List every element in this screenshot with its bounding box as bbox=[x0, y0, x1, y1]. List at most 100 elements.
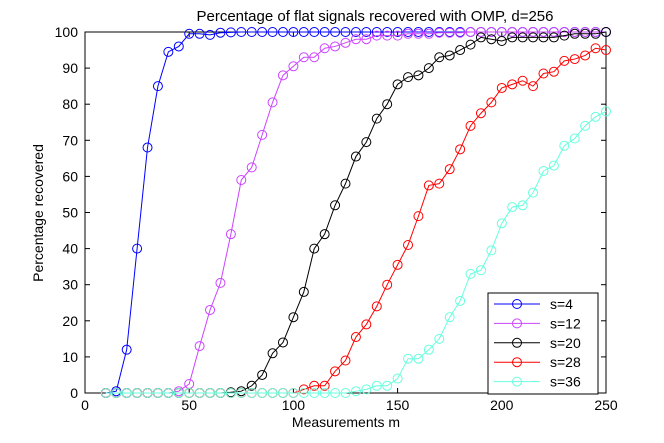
data-point bbox=[371, 380, 382, 391]
legend-item: s=12 bbox=[494, 315, 581, 331]
legend-label: s=28 bbox=[550, 354, 581, 370]
data-point bbox=[371, 301, 382, 312]
data-point bbox=[340, 37, 351, 48]
data-point bbox=[225, 229, 236, 240]
data-point bbox=[277, 337, 288, 348]
data-point bbox=[413, 70, 424, 81]
data-point bbox=[423, 344, 434, 355]
series-line bbox=[105, 110, 607, 394]
series-layer bbox=[100, 27, 611, 398]
data-point bbox=[371, 113, 382, 124]
data-point bbox=[350, 386, 361, 397]
data-point bbox=[246, 27, 257, 37]
data-point bbox=[465, 268, 476, 279]
data-point bbox=[319, 388, 330, 398]
data-point bbox=[298, 384, 309, 395]
data-point bbox=[194, 388, 205, 398]
data-point bbox=[580, 28, 591, 39]
data-point bbox=[475, 108, 486, 119]
data-point bbox=[330, 41, 341, 52]
data-point bbox=[601, 45, 611, 56]
data-point bbox=[298, 286, 309, 297]
data-point bbox=[288, 27, 299, 37]
data-point bbox=[569, 133, 580, 144]
data-point bbox=[392, 30, 403, 41]
data-point bbox=[392, 373, 403, 384]
legend-label: s=20 bbox=[550, 335, 581, 351]
data-point bbox=[486, 245, 497, 256]
x-tick-label: 0 bbox=[81, 397, 89, 413]
data-point bbox=[559, 30, 570, 41]
data-point bbox=[257, 129, 268, 140]
data-point bbox=[444, 312, 455, 323]
data-point bbox=[455, 144, 466, 155]
data-point bbox=[277, 70, 288, 81]
data-point bbox=[100, 388, 111, 398]
data-point bbox=[507, 32, 518, 43]
data-point bbox=[465, 39, 476, 50]
data-point bbox=[559, 27, 570, 37]
y-tick-label: 20 bbox=[62, 313, 78, 329]
data-point bbox=[496, 36, 507, 47]
data-point bbox=[298, 388, 309, 398]
data-point bbox=[465, 27, 476, 37]
data-point bbox=[559, 140, 570, 151]
data-point bbox=[330, 27, 341, 37]
data-point bbox=[350, 151, 361, 162]
data-point bbox=[330, 388, 341, 398]
data-point bbox=[590, 28, 601, 39]
data-point bbox=[475, 32, 486, 43]
data-point bbox=[486, 97, 497, 108]
data-point bbox=[267, 348, 278, 359]
legend-marker bbox=[512, 299, 522, 309]
data-point bbox=[340, 178, 351, 189]
chart-title: Percentage of flat signals recovered wit… bbox=[196, 8, 553, 25]
data-point bbox=[382, 380, 393, 391]
data-point bbox=[257, 369, 268, 380]
data-point bbox=[236, 27, 247, 37]
data-point bbox=[538, 27, 549, 37]
axis-ticks: 0 50 100 150 200 250 0 10 20 30 40 50 60 70 80 90 100 bbox=[55, 24, 618, 413]
data-point bbox=[173, 388, 184, 398]
x-axis-title: Measurements m bbox=[292, 414, 400, 430]
data-point bbox=[434, 333, 445, 344]
data-point bbox=[215, 27, 226, 38]
data-point bbox=[330, 200, 341, 211]
data-point bbox=[465, 120, 476, 131]
data-point bbox=[590, 111, 601, 122]
data-point bbox=[298, 27, 309, 37]
data-point bbox=[455, 45, 466, 56]
data-point bbox=[392, 79, 403, 90]
data-point bbox=[517, 75, 528, 86]
data-point bbox=[163, 46, 174, 57]
data-point bbox=[132, 388, 143, 398]
data-point bbox=[236, 175, 247, 186]
data-point bbox=[434, 52, 445, 63]
data-point bbox=[215, 277, 226, 288]
legend-item: s=36 bbox=[494, 374, 581, 390]
data-point bbox=[580, 50, 591, 61]
data-point bbox=[382, 27, 393, 37]
data-point bbox=[528, 27, 539, 37]
data-point bbox=[382, 279, 393, 290]
data-point bbox=[121, 344, 132, 355]
y-tick-label: 30 bbox=[62, 277, 78, 293]
x-tick-label: 200 bbox=[490, 397, 514, 413]
data-point bbox=[361, 384, 372, 395]
legend-item: s=20 bbox=[494, 335, 581, 351]
y-tick-label: 40 bbox=[62, 241, 78, 257]
data-point bbox=[205, 29, 216, 40]
legend-item: s=28 bbox=[494, 354, 581, 370]
data-point bbox=[361, 319, 372, 330]
data-point bbox=[361, 34, 372, 45]
data-point bbox=[309, 243, 320, 254]
legend-label: s=36 bbox=[550, 374, 581, 390]
data-point bbox=[142, 142, 153, 153]
data-point bbox=[288, 312, 299, 323]
data-point bbox=[403, 72, 414, 83]
y-tick-label: 100 bbox=[55, 24, 79, 40]
data-point bbox=[590, 43, 601, 54]
data-point bbox=[309, 27, 320, 37]
data-point bbox=[257, 388, 268, 398]
legend-marker bbox=[512, 376, 522, 387]
